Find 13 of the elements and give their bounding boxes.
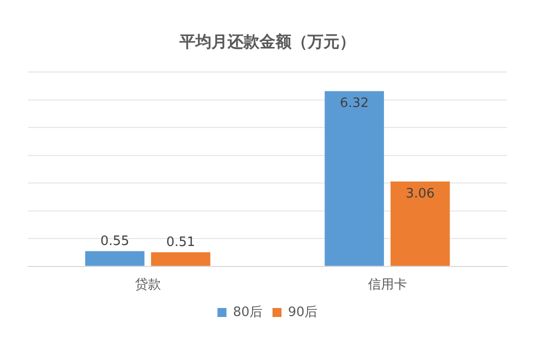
data-label: 3.06 xyxy=(406,186,435,202)
data-label: 0.51 xyxy=(166,235,196,250)
data-label: 0.55 xyxy=(100,234,130,250)
legend-label: 80后 xyxy=(232,304,263,320)
bar xyxy=(324,91,384,266)
bar xyxy=(151,252,210,266)
data-label: 6.32 xyxy=(340,96,369,111)
x-tick-label: 信用卡 xyxy=(368,278,407,293)
chart-title: 平均月还款金额（万元） xyxy=(178,32,356,51)
bar xyxy=(85,251,144,266)
bar xyxy=(390,182,450,266)
x-tick-label: 贷款 xyxy=(134,278,161,293)
legend-label: 90后 xyxy=(288,304,318,320)
